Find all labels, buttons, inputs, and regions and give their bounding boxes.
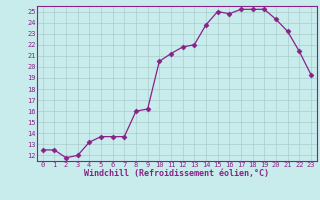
X-axis label: Windchill (Refroidissement éolien,°C): Windchill (Refroidissement éolien,°C) [84, 169, 269, 178]
